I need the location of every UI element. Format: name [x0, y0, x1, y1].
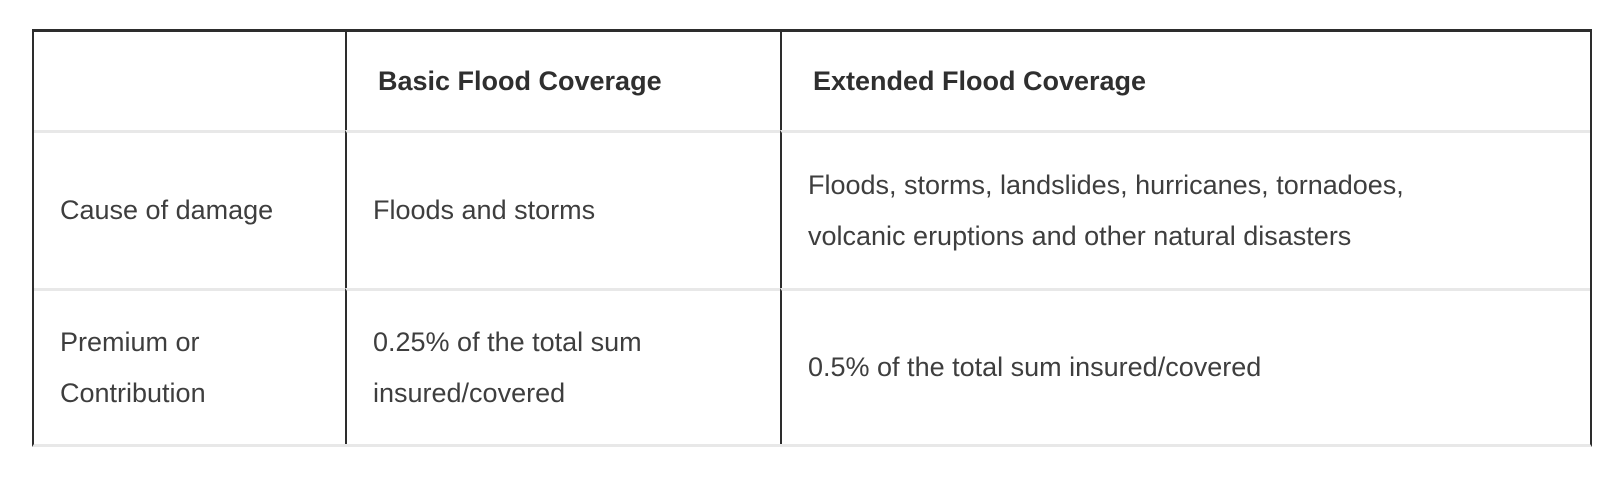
premium-basic-cell: 0.25% of the total sum insured/covered — [345, 288, 780, 444]
coverage-comparison-table: Basic Flood Coverage Extended Flood Cove… — [32, 29, 1592, 447]
header-cell-extended-flood-coverage: Extended Flood Coverage — [780, 32, 1590, 130]
cause-of-damage-basic-cell: Floods and storms — [345, 130, 780, 288]
cause-of-damage-basic-value: Floods and storms — [373, 195, 596, 225]
header-cell-empty — [34, 32, 345, 130]
cause-of-damage-label: Cause of damage — [60, 195, 274, 225]
row-cause-of-damage-label-cell: Cause of damage — [34, 130, 345, 288]
premium-extended-value: 0.5% of the total sum insured/covered — [808, 352, 1262, 382]
header-basic-label: Basic Flood Coverage — [378, 65, 662, 96]
header-extended-label: Extended Flood Coverage — [813, 65, 1147, 96]
header-cell-basic-flood-coverage: Basic Flood Coverage — [345, 32, 780, 130]
cause-of-damage-extended-value: Floods, storms, landslides, hurricanes, … — [808, 169, 1404, 251]
premium-basic-value: 0.25% of the total sum insured/covered — [373, 326, 642, 408]
row-premium-label-cell: Premium or Contribution — [34, 288, 345, 444]
premium-extended-cell: 0.5% of the total sum insured/covered — [780, 288, 1590, 444]
premium-label: Premium or Contribution — [60, 326, 206, 408]
cause-of-damage-extended-cell: Floods, storms, landslides, hurricanes, … — [780, 130, 1590, 288]
